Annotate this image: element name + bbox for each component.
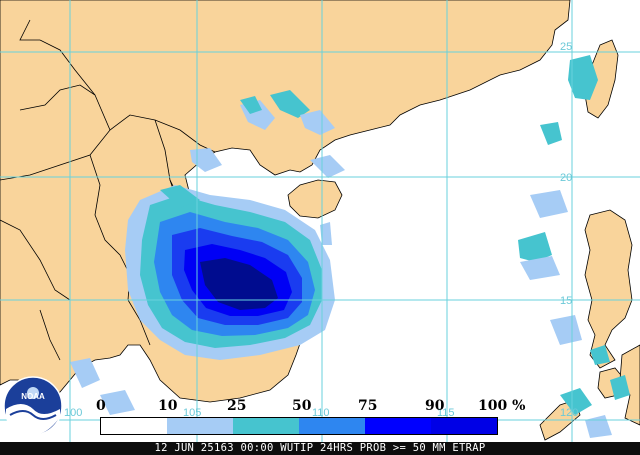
probability-legend: 0 10 25 50 75 90 100 % — [0, 395, 640, 455]
legend-label-90: 90 — [425, 398, 445, 414]
prob-streak — [310, 155, 345, 178]
legend-labels: 0 10 25 50 75 90 100 % — [0, 398, 640, 416]
lon-label-105: 105 — [183, 407, 201, 419]
legend-swatch-50-75 — [299, 418, 365, 434]
probability-shading — [70, 55, 630, 438]
lat-label-20: 20 — [560, 172, 572, 184]
land-luzon — [584, 209, 633, 369]
prob-streak — [610, 375, 630, 400]
prob-streak — [530, 190, 568, 218]
prob-streak — [518, 232, 552, 262]
legend-label-50: 50 — [292, 398, 312, 414]
prob-streak — [320, 222, 332, 245]
legend-swatch-90-100 — [431, 418, 497, 434]
lon-label-115: 115 — [437, 407, 455, 419]
product-caption: 12 JUN 25163 00:00 WUTIP 24HRS PROB >= 5… — [0, 442, 640, 455]
prob-streak — [550, 315, 582, 345]
lon-label-100: 100 — [64, 407, 82, 419]
prob-streak — [270, 90, 310, 118]
prob-streak — [560, 388, 592, 415]
prob-streak — [585, 415, 612, 438]
legend-color-bar — [100, 417, 498, 435]
prob-streak — [540, 122, 562, 145]
lon-label-110: 110 — [312, 407, 330, 419]
legend-label-25: 25 — [227, 398, 247, 414]
lon-label-120: 120 — [560, 407, 578, 419]
prob-streak — [300, 110, 335, 135]
prob-streak — [590, 345, 610, 365]
legend-swatch-10-25 — [167, 418, 233, 434]
lat-label-25: 25 — [560, 41, 572, 53]
noaa-logo: NOAA — [3, 376, 63, 436]
legend-swatch-75-90 — [365, 418, 431, 434]
legend-label-100: 100 % — [478, 398, 526, 414]
prob-streak — [160, 185, 200, 208]
land-hainan — [287, 179, 343, 219]
prob-streak — [240, 96, 262, 114]
prob-streak — [70, 358, 100, 388]
noaa-logo-text: NOAA — [21, 392, 45, 401]
prob-band-100 — [200, 258, 278, 310]
legend-label-10: 10 — [158, 398, 178, 414]
legend-swatch-25-50 — [233, 418, 299, 434]
prob-streak — [520, 256, 560, 280]
legend-swatch-0-10 — [101, 418, 167, 434]
lat-label-15: 15 — [560, 295, 572, 307]
legend-label-75: 75 — [358, 398, 378, 414]
prob-streak — [100, 390, 135, 415]
legend-label-0: 0 — [96, 398, 106, 414]
prob-streak — [190, 148, 222, 172]
prob-streak — [568, 55, 598, 100]
